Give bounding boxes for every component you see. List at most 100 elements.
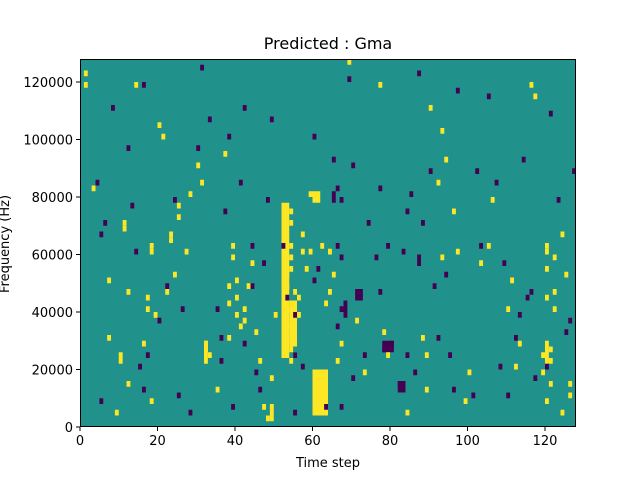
- heatmap-low-cell: [262, 260, 267, 266]
- heatmap-low-cell: [572, 168, 577, 174]
- heatmap-high-cell: [134, 82, 139, 88]
- heatmap-high-cell: [316, 409, 321, 416]
- heatmap-high-cell: [83, 82, 88, 88]
- heatmap-high-cell: [231, 243, 236, 249]
- heatmap-high-cell: [517, 340, 522, 347]
- heatmap-high-cell: [262, 404, 267, 410]
- heatmap-high-cell: [312, 398, 317, 404]
- heatmap-low-cell: [521, 156, 526, 163]
- heatmap-high-block: [281, 202, 290, 358]
- x-tick-label: 20: [149, 434, 166, 449]
- heatmap-high-cell: [215, 386, 220, 393]
- heatmap-high-cell: [235, 312, 239, 318]
- heatmap-high-cell: [285, 283, 290, 289]
- heatmap-low-cell: [475, 168, 480, 174]
- heatmap-high-cell: [289, 254, 294, 261]
- heatmap-high-cell: [281, 231, 286, 238]
- heatmap-high-cell: [169, 237, 174, 243]
- heatmap-low-cell: [525, 294, 530, 301]
- heatmap-low-cell: [258, 386, 263, 393]
- heatmap-low-cell: [312, 277, 317, 284]
- heatmap-low-cell: [269, 116, 274, 123]
- heatmap-low-cell: [339, 404, 344, 410]
- heatmap-low-cell: [374, 254, 379, 261]
- heatmap-low-cell: [421, 220, 425, 226]
- heatmap-high-cell: [331, 271, 336, 278]
- heatmap-high-cell: [118, 358, 123, 364]
- heatmap-low-cell: [498, 363, 503, 370]
- heatmap-low-cell: [335, 243, 340, 249]
- heatmap-high-cell: [250, 260, 255, 266]
- heatmap-high-cell: [157, 122, 162, 128]
- heatmap-high-cell: [281, 237, 286, 243]
- heatmap-low-cell: [548, 110, 553, 117]
- heatmap-high-cell: [173, 271, 177, 278]
- heatmap-high-cell: [269, 375, 274, 381]
- heatmap-high-cell: [320, 409, 325, 416]
- x-tick-label: 60: [304, 434, 321, 449]
- heatmap-low-cell: [335, 323, 340, 330]
- heatmap-high-cell: [231, 254, 236, 261]
- heatmap-low-cell: [200, 64, 205, 71]
- heatmap-low-cell: [165, 283, 170, 289]
- heatmap-high-cell: [440, 254, 445, 261]
- heatmap-cells: [83, 59, 577, 422]
- y-tick-label: 60000: [32, 249, 73, 264]
- heatmap-low-cell: [347, 76, 352, 82]
- x-tick-label: 80: [382, 434, 399, 449]
- heatmap-high-cell: [552, 254, 557, 261]
- heatmap-high-cell: [320, 381, 325, 387]
- heatmap-high-cell: [316, 386, 321, 393]
- heatmap-high-cell: [560, 409, 565, 416]
- y-tick-label: 20000: [32, 364, 73, 379]
- heatmap-high-cell: [386, 352, 391, 358]
- heatmap-low-cell: [428, 168, 433, 174]
- heatmap-low-cell: [378, 289, 383, 295]
- heatmap-low-cell: [138, 363, 143, 370]
- heatmap-high-cell: [176, 202, 181, 209]
- heatmap-high-cell: [455, 248, 460, 255]
- heatmap-high-cell: [285, 306, 290, 312]
- heatmap-low-cell: [250, 283, 255, 289]
- heatmap-low-cell: [436, 335, 441, 341]
- heatmap-high-cell: [235, 294, 239, 301]
- heatmap-low-cell: [285, 294, 290, 301]
- heatmap-low-cell: [514, 335, 518, 341]
- x-axis-ticks: 0 20 40 60 80 100 120: [76, 427, 557, 449]
- heatmap-high-block: [269, 404, 274, 422]
- heatmap-low-cell: [126, 145, 131, 151]
- heatmap-high-cell: [285, 323, 290, 330]
- heatmap-high-cell: [541, 352, 546, 358]
- heatmap-high-cell: [297, 312, 301, 318]
- heatmap-low-cell: [207, 116, 212, 123]
- heatmap-low-cell: [238, 179, 243, 186]
- heatmap-high-cell: [444, 156, 449, 163]
- heatmap-high-block: [312, 191, 321, 203]
- heatmap-low-cell: [409, 191, 414, 197]
- heatmap-high-cell: [246, 283, 251, 289]
- heatmap-high-cell: [142, 340, 146, 347]
- heatmap-low-cell: [494, 179, 499, 186]
- heatmap-high-cell: [490, 197, 495, 203]
- heatmap-low-cell: [130, 202, 135, 209]
- heatmap-high-cell: [541, 369, 546, 376]
- heatmap-high-cell: [126, 289, 131, 295]
- heatmap-low-cell: [219, 358, 224, 364]
- heatmap-low-cell: [362, 352, 367, 358]
- heatmap-low-cell: [157, 317, 162, 324]
- heatmap-high-cell: [479, 260, 484, 266]
- heatmap-low-cell: [556, 197, 561, 203]
- x-axis-label: Time step: [295, 456, 360, 471]
- heatmap-low-cell: [176, 392, 181, 399]
- heatmap-high-cell: [316, 404, 321, 410]
- heatmap-high-cell: [107, 277, 112, 284]
- heatmap-high-cell: [533, 93, 538, 100]
- heatmap-high-cell: [281, 220, 286, 226]
- heatmap-high-cell: [200, 179, 205, 186]
- heatmap-high-cell: [328, 248, 332, 255]
- heatmap-high-cell: [207, 352, 212, 358]
- heatmap-high-cell: [568, 392, 573, 399]
- heatmap-high-cell: [266, 415, 270, 422]
- heatmap-high-cell: [452, 208, 456, 215]
